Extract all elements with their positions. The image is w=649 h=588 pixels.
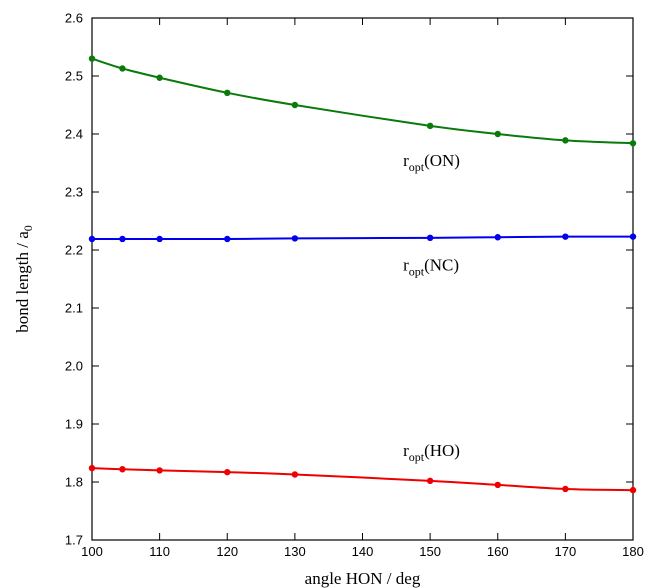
data-point [291, 471, 299, 478]
data-point [494, 130, 501, 138]
plot-frame [91, 17, 634, 541]
data-point [224, 468, 231, 476]
series-1 [88, 233, 637, 243]
label-subscript: opt [409, 264, 425, 278]
y-axis-title-main: bond length / a [13, 231, 32, 333]
data-point [494, 481, 501, 489]
label-symbol: r [403, 151, 409, 170]
data-point [562, 485, 569, 493]
series-label: ropt(NC) [403, 255, 459, 278]
x-tick-label: 140 [352, 544, 374, 559]
y-tick-label: 1.8 [65, 475, 83, 490]
data-point [88, 464, 96, 472]
data-point [156, 74, 163, 81]
data-point [629, 140, 637, 147]
data-point [426, 122, 434, 130]
label-symbol: r [403, 441, 409, 460]
y-tick-label: 1.9 [65, 417, 83, 432]
data-point [426, 234, 434, 242]
y-axis-title-subscript: 0 [21, 225, 35, 231]
x-tick-label: 120 [216, 544, 238, 559]
data-point [291, 235, 299, 242]
y-tick-label: 2.5 [65, 69, 83, 84]
y-tick-label: 2.4 [65, 127, 83, 142]
series-line [91, 57, 634, 145]
data-point [426, 477, 434, 485]
series-line [91, 467, 634, 492]
y-tick-label: 2.3 [65, 185, 83, 200]
data-point [224, 89, 231, 97]
x-tick-label: 170 [555, 544, 577, 559]
y-axis-title: bond length / a0 [13, 225, 35, 333]
label-symbol: r [403, 255, 409, 274]
data-point [119, 235, 126, 243]
data-point [494, 234, 501, 241]
x-tick-label: 100 [81, 544, 103, 559]
series-label: ropt(HO) [403, 441, 460, 464]
data-point [88, 55, 96, 62]
label-bond: (NC) [424, 255, 459, 274]
axis-ticks [91, 17, 634, 541]
label-bond: (ON) [424, 151, 460, 170]
y-tick-label: 2.0 [65, 359, 83, 374]
data-point [156, 235, 163, 243]
data-point [562, 137, 569, 144]
x-tick-label: 150 [419, 544, 441, 559]
series-0 [88, 55, 637, 147]
y-tick-label: 2.6 [65, 11, 83, 26]
x-tick-label: 110 [149, 544, 170, 559]
series-2 [88, 464, 637, 494]
data-point [629, 233, 637, 240]
x-axis-title: angle HON / deg [305, 569, 421, 588]
data-point [224, 235, 231, 243]
label-subscript: opt [409, 450, 425, 464]
data-point [119, 466, 126, 473]
x-tick-labels: 100 110 120 130 140 150 160 170 180 [81, 544, 644, 559]
y-tick-label: 2.1 [65, 301, 83, 316]
data-point [629, 486, 637, 494]
series-line [92, 235, 634, 241]
data-point [88, 235, 96, 243]
data-point [119, 65, 126, 72]
label-bond: (HO) [424, 441, 460, 460]
series-label: ropt(ON) [403, 151, 460, 174]
series-layer [88, 55, 637, 494]
y-tick-label: 2.2 [65, 243, 83, 258]
label-subscript: opt [409, 160, 425, 174]
y-tick-labels: 1.7 1.8 1.9 2.0 2.1 2.2 2.3 2.4 2.5 2.6 [65, 11, 83, 548]
y-tick-label: 1.7 [65, 533, 83, 548]
data-point [291, 101, 299, 109]
data-point [156, 467, 163, 474]
x-tick-label: 160 [487, 544, 509, 559]
x-tick-label: 180 [622, 544, 644, 559]
data-point [562, 233, 569, 240]
x-tick-label: 130 [284, 544, 306, 559]
annotations: ropt(ON)ropt(NC)ropt(HO) [403, 151, 460, 464]
